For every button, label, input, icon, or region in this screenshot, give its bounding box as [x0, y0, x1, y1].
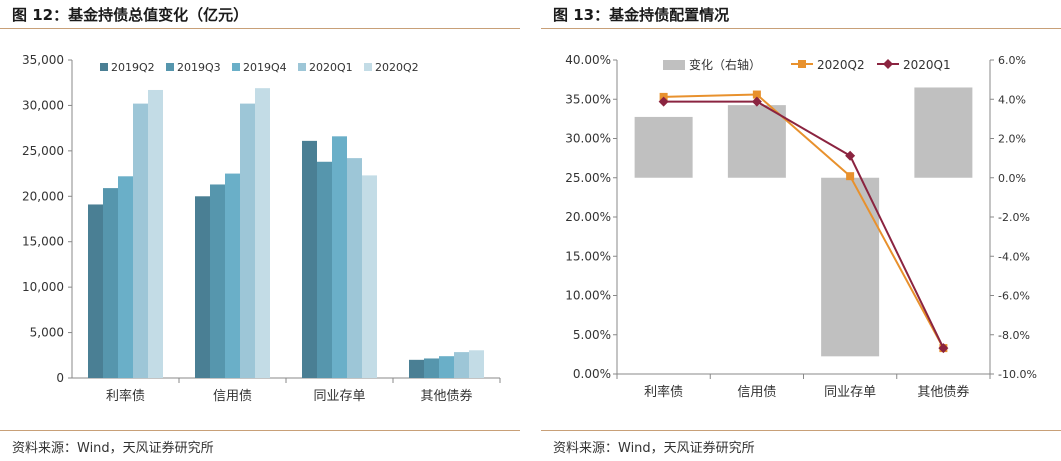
bar: [454, 352, 469, 378]
x-tick-label: 信用债: [213, 389, 252, 404]
legend-swatch: [232, 63, 240, 71]
source-divider: [541, 430, 1061, 431]
left-y-tick-label: 5.00%: [573, 328, 611, 342]
bar: [332, 136, 347, 378]
left-y-tick-label: 10.00%: [565, 289, 611, 303]
bar: [439, 356, 454, 378]
title-divider: [0, 28, 520, 29]
series-line: [663, 100, 945, 349]
right-y-tick-label: -4.0%: [998, 250, 1030, 263]
legend-swatch: [166, 63, 174, 71]
legend-label: 变化（右轴）: [689, 57, 761, 72]
left-y-tick-label: 35.00%: [565, 92, 611, 106]
data-point: [938, 343, 949, 354]
data-point: [752, 90, 761, 99]
bar: [133, 103, 148, 379]
x-tick-label: 利率债: [644, 384, 683, 400]
bar: [362, 175, 377, 378]
bar: [118, 176, 133, 378]
x-tick-label: 信用债: [737, 385, 776, 400]
bar: [317, 161, 332, 378]
left-y-tick-label: 40.00%: [565, 53, 611, 67]
bar: [148, 89, 163, 379]
y-tick-label: 5,000: [30, 326, 64, 340]
legend-label: 2019Q2: [111, 61, 155, 74]
chart-title: 图 13：基金持债配置情况: [553, 6, 730, 24]
right-y-tick-label: 4.0%: [998, 93, 1026, 106]
legend-label: 2020Q1: [309, 61, 353, 74]
legend-swatch: [100, 63, 108, 71]
bar: [302, 140, 317, 378]
y-tick-label: 35,000: [22, 53, 64, 67]
y-tick-label: 20,000: [22, 189, 64, 203]
legend-swatch: [663, 60, 685, 70]
x-tick-label: 同业存单: [824, 385, 876, 400]
data-point: [846, 172, 855, 181]
y-tick-label: 0: [56, 371, 64, 385]
legend-marker: [883, 59, 893, 69]
chart-title: 图 12：基金持债总值变化（亿元）: [12, 6, 249, 24]
bar: [409, 359, 424, 378]
right-y-tick-label: -8.0%: [998, 329, 1030, 342]
legend-swatch: [298, 63, 306, 71]
legend-label: 2019Q4: [243, 61, 287, 74]
right-y-tick-label: 2.0%: [998, 133, 1026, 146]
right-y-tick-label: -6.0%: [998, 290, 1030, 303]
data-point: [658, 96, 669, 107]
bar: [424, 358, 439, 378]
bar-change: [634, 116, 693, 178]
left-y-tick-label: 0.00%: [573, 367, 611, 381]
combo-chart-bond-allocation: 0.00% 5.00% 10.00% 15.00% 20.00% 25.00% 30.00%…: [565, 53, 1037, 400]
legend-label: 2020Q2: [817, 58, 865, 72]
legend-label: 2020Q1: [903, 58, 951, 72]
x-tick-label: 利率债: [106, 388, 145, 404]
x-tick-label: 同业存单: [313, 389, 365, 404]
y-tick-label: 30,000: [22, 98, 64, 112]
bar: [469, 350, 484, 378]
bar: [255, 88, 270, 378]
left-y-tick-label: 30.00%: [565, 132, 611, 146]
bar: [347, 158, 362, 378]
y-tick-label: 25,000: [22, 144, 64, 158]
data-point: [751, 96, 762, 107]
chart-panel-bond-holdings-value: 图 12：基金持债总值变化（亿元） 0 5,000 10,000 15,000 20,0…: [0, 0, 520, 461]
legend-label: 2020Q2: [375, 61, 419, 74]
bar: [240, 103, 255, 379]
right-y-tick-label: 6.0%: [998, 54, 1026, 67]
data-point: [845, 150, 856, 161]
y-tick-label: 15,000: [22, 235, 64, 249]
chart-source: 资料来源：Wind，天风证券研究所: [553, 441, 755, 456]
legend-marker: [798, 60, 806, 68]
bar: [88, 204, 103, 378]
x-tick-label: 其他债券: [420, 388, 472, 404]
left-y-tick-label: 15.00%: [565, 249, 611, 263]
legend-swatch: [364, 63, 372, 71]
left-y-tick-label: 25.00%: [565, 171, 611, 185]
right-y-tick-label: -10.0%: [998, 368, 1037, 381]
source-divider: [0, 430, 520, 431]
chart-source: 资料来源：Wind，天风证券研究所: [12, 441, 214, 456]
right-y-tick-label: 0.0%: [998, 172, 1026, 185]
bar-change: [727, 105, 786, 178]
bar: [195, 196, 210, 378]
bar: [103, 188, 118, 378]
series-line: [663, 93, 945, 349]
chart-panel-bond-allocation: 图 13：基金持债配置情况 0.00% 5.00% 10.00% 15.00% 20.0…: [541, 0, 1061, 461]
left-y-tick-label: 20.00%: [565, 210, 611, 224]
x-tick-label: 其他债券: [917, 384, 969, 400]
y-tick-label: 10,000: [22, 280, 64, 294]
bar: [225, 173, 240, 378]
bar-change: [914, 87, 973, 178]
bar-chart-bond-holdings: 0 5,000 10,000 15,000 20,000 25,000 30,000 35,0…: [22, 53, 501, 404]
legend-label: 2019Q3: [177, 61, 221, 74]
bar: [210, 184, 225, 378]
right-y-tick-label: -2.0%: [998, 211, 1030, 224]
bar-change: [821, 177, 880, 357]
title-divider: [541, 28, 1061, 29]
